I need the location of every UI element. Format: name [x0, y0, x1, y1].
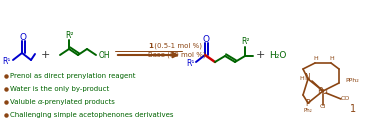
Text: Cl: Cl: [320, 105, 326, 110]
Text: O: O: [20, 32, 27, 42]
Text: Ru: Ru: [318, 86, 328, 95]
Text: -prenylated products: -prenylated products: [42, 99, 115, 105]
Text: α: α: [38, 99, 42, 105]
Text: H: H: [314, 56, 318, 61]
Text: CO: CO: [341, 97, 350, 102]
Text: H: H: [300, 75, 304, 81]
Text: Prenol as direct prenylation reagent: Prenol as direct prenylation reagent: [10, 73, 135, 79]
Text: +: +: [255, 50, 265, 60]
Text: R²: R²: [241, 37, 249, 47]
Text: R²: R²: [65, 31, 73, 40]
Text: P: P: [306, 100, 310, 108]
Text: Challenging simple acetophenones derivatives: Challenging simple acetophenones derivat…: [10, 112, 174, 118]
Text: H: H: [330, 56, 335, 61]
Text: OH: OH: [98, 50, 110, 59]
Text: Valuble: Valuble: [10, 99, 38, 105]
Text: 1: 1: [148, 43, 153, 49]
Text: H₂O: H₂O: [269, 50, 287, 59]
Text: Water is the only by-product: Water is the only by-product: [10, 86, 109, 92]
Text: Ph₂: Ph₂: [304, 108, 313, 113]
Text: N: N: [304, 73, 310, 83]
Text: +: +: [40, 50, 50, 60]
Text: (0.5-1 mol %): (0.5-1 mol %): [152, 43, 201, 49]
Text: PPh₂: PPh₂: [345, 78, 359, 83]
Text: Base (50 mol %): Base (50 mol %): [148, 52, 206, 58]
Text: R¹: R¹: [186, 59, 194, 67]
Text: R¹: R¹: [2, 56, 10, 66]
Text: O: O: [203, 34, 210, 43]
Text: 1: 1: [350, 104, 356, 114]
